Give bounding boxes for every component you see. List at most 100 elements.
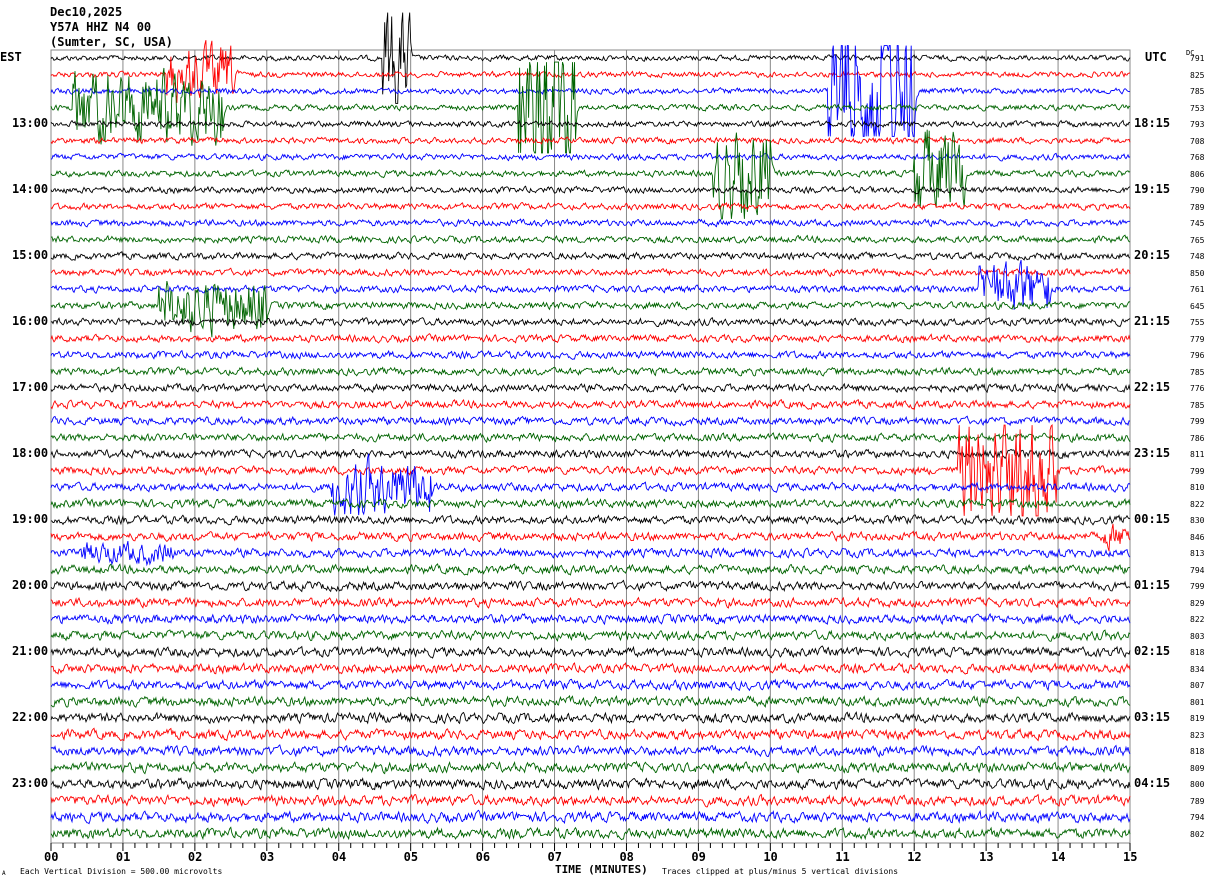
- left-hour-label: 18:00: [12, 446, 49, 460]
- seismic-trace-27: [50, 497, 1131, 510]
- seismic-trace-33: [50, 596, 1131, 609]
- seismic-trace-35: [50, 629, 1131, 642]
- right-hour-label: 04:15: [1134, 776, 1171, 790]
- dc-offset: 830: [1190, 516, 1205, 525]
- left-hour-label: 19:00: [12, 512, 49, 526]
- seismic-trace-3: [50, 61, 1131, 154]
- dc-offset: 708: [1190, 136, 1205, 146]
- x-tick-label: 12: [907, 850, 922, 864]
- seismic-trace-34: [50, 612, 1131, 626]
- left-timezone: EST: [0, 50, 22, 64]
- x-tick-label: 14: [1051, 850, 1066, 864]
- station-label: Y57A HHZ N4 00: [50, 20, 152, 34]
- seismic-trace-19: [50, 366, 1131, 377]
- clip-note: Traces clipped at plus/minus 5 vertical …: [662, 867, 899, 876]
- left-hour-label: 20:00: [12, 578, 49, 592]
- dc-offset: 761: [1190, 285, 1205, 294]
- dc-offset: 799: [1190, 582, 1205, 591]
- dc-offset: 818: [1190, 648, 1205, 657]
- left-hour-label: 13:00: [12, 116, 49, 130]
- right-timezone: UTC: [1145, 50, 1167, 64]
- dc-offset: 807: [1190, 681, 1205, 690]
- seismic-trace-18: [50, 349, 1131, 360]
- seismic-trace-13: [50, 267, 1131, 278]
- dc-offset: 793: [1190, 120, 1205, 129]
- right-hour-label: 19:15: [1134, 182, 1171, 196]
- right-hour-label: 20:15: [1134, 248, 1171, 262]
- dc-offset: 819: [1190, 714, 1205, 723]
- dc-offset: 811: [1190, 450, 1205, 459]
- dc-offset: 765: [1190, 235, 1205, 245]
- dc-offset: 748: [1190, 252, 1205, 261]
- dc-offset: 794: [1190, 565, 1205, 575]
- dc-offset: 789: [1190, 796, 1205, 806]
- right-hour-label: 03:15: [1134, 710, 1171, 724]
- dc-offset: 753: [1190, 103, 1205, 113]
- x-axis-title: TIME (MINUTES): [555, 863, 648, 876]
- seismic-trace-41: [50, 727, 1131, 742]
- seismic-trace-14: [51, 259, 1131, 310]
- seismic-trace-40: [50, 711, 1131, 725]
- right-hour-label: 18:15: [1134, 116, 1171, 130]
- right-hour-label: 02:15: [1134, 644, 1171, 658]
- dc-offset: 822: [1190, 499, 1205, 509]
- seismic-trace-12: [50, 251, 1131, 262]
- location-label: (Sumter, SC, USA): [50, 35, 173, 49]
- seismic-trace-9: [50, 201, 1131, 211]
- dc-offset: 755: [1190, 318, 1205, 327]
- seismic-trace-5: [50, 136, 1131, 145]
- dc-offset: 800: [1190, 780, 1205, 789]
- seismic-trace-44: [50, 777, 1131, 791]
- left-hour-label: 22:00: [12, 710, 49, 724]
- seismic-trace-46: [50, 809, 1131, 825]
- right-hour-label: 22:15: [1134, 380, 1171, 394]
- seismic-trace-4: [50, 119, 1131, 129]
- dc-offset: 786: [1190, 433, 1205, 443]
- left-hour-label: 15:00: [12, 248, 49, 262]
- x-tick-label: 09: [691, 850, 706, 864]
- seismic-trace-2: [50, 45, 1131, 138]
- left-hour-label: 17:00: [12, 380, 49, 394]
- dc-offset: 789: [1190, 202, 1205, 212]
- x-tick-label: 06: [475, 850, 491, 864]
- left-hour-label: 21:00: [12, 644, 49, 658]
- seismic-trace-43: [50, 760, 1131, 775]
- dc-offset: 801: [1190, 697, 1205, 707]
- seismic-trace-6: [50, 152, 1131, 162]
- seismic-trace-36: [50, 645, 1131, 659]
- seismic-trace-24: [50, 448, 1131, 460]
- dc-offset: 799: [1190, 466, 1205, 476]
- dc-offset: 790: [1190, 186, 1205, 195]
- x-tick-label: 05: [403, 850, 419, 864]
- seismic-trace-42: [50, 744, 1131, 758]
- dc-offset: 806: [1190, 169, 1205, 179]
- seismic-trace-28: [50, 514, 1131, 526]
- dc-offset: 802: [1190, 829, 1205, 839]
- seismic-trace-22: [50, 415, 1131, 427]
- scale-note: Each Vertical Division = 500.00 microvol…: [20, 867, 223, 876]
- x-tick-label: 08: [619, 850, 634, 864]
- x-tick-label: 04: [331, 850, 347, 864]
- seismic-trace-15: [50, 281, 1131, 338]
- date-label: Dec10,2025: [50, 5, 123, 19]
- dc-offset: 645: [1190, 301, 1205, 311]
- dc-offset: 809: [1190, 763, 1205, 773]
- seismic-trace-1: [50, 40, 1131, 103]
- dc-offset: 799: [1190, 417, 1205, 426]
- dc-offset: 768: [1190, 153, 1205, 162]
- x-tick-label: 00: [44, 850, 59, 864]
- seismic-trace-20: [50, 382, 1131, 394]
- dc-offset: 829: [1190, 598, 1205, 608]
- dc-offset: 785: [1190, 367, 1205, 377]
- seismic-trace-37: [50, 661, 1131, 675]
- dc-offset: 813: [1190, 549, 1205, 558]
- dc-offset: 791: [1190, 54, 1205, 63]
- dc-offset: 803: [1190, 631, 1205, 641]
- x-tick-label: 07: [547, 850, 562, 864]
- x-tick-label: 01: [115, 850, 131, 864]
- dc-offset: 745: [1190, 219, 1205, 228]
- seismic-trace-29: [50, 523, 1131, 552]
- dc-label: DC: [1186, 49, 1195, 57]
- seismic-trace-45: [50, 793, 1131, 808]
